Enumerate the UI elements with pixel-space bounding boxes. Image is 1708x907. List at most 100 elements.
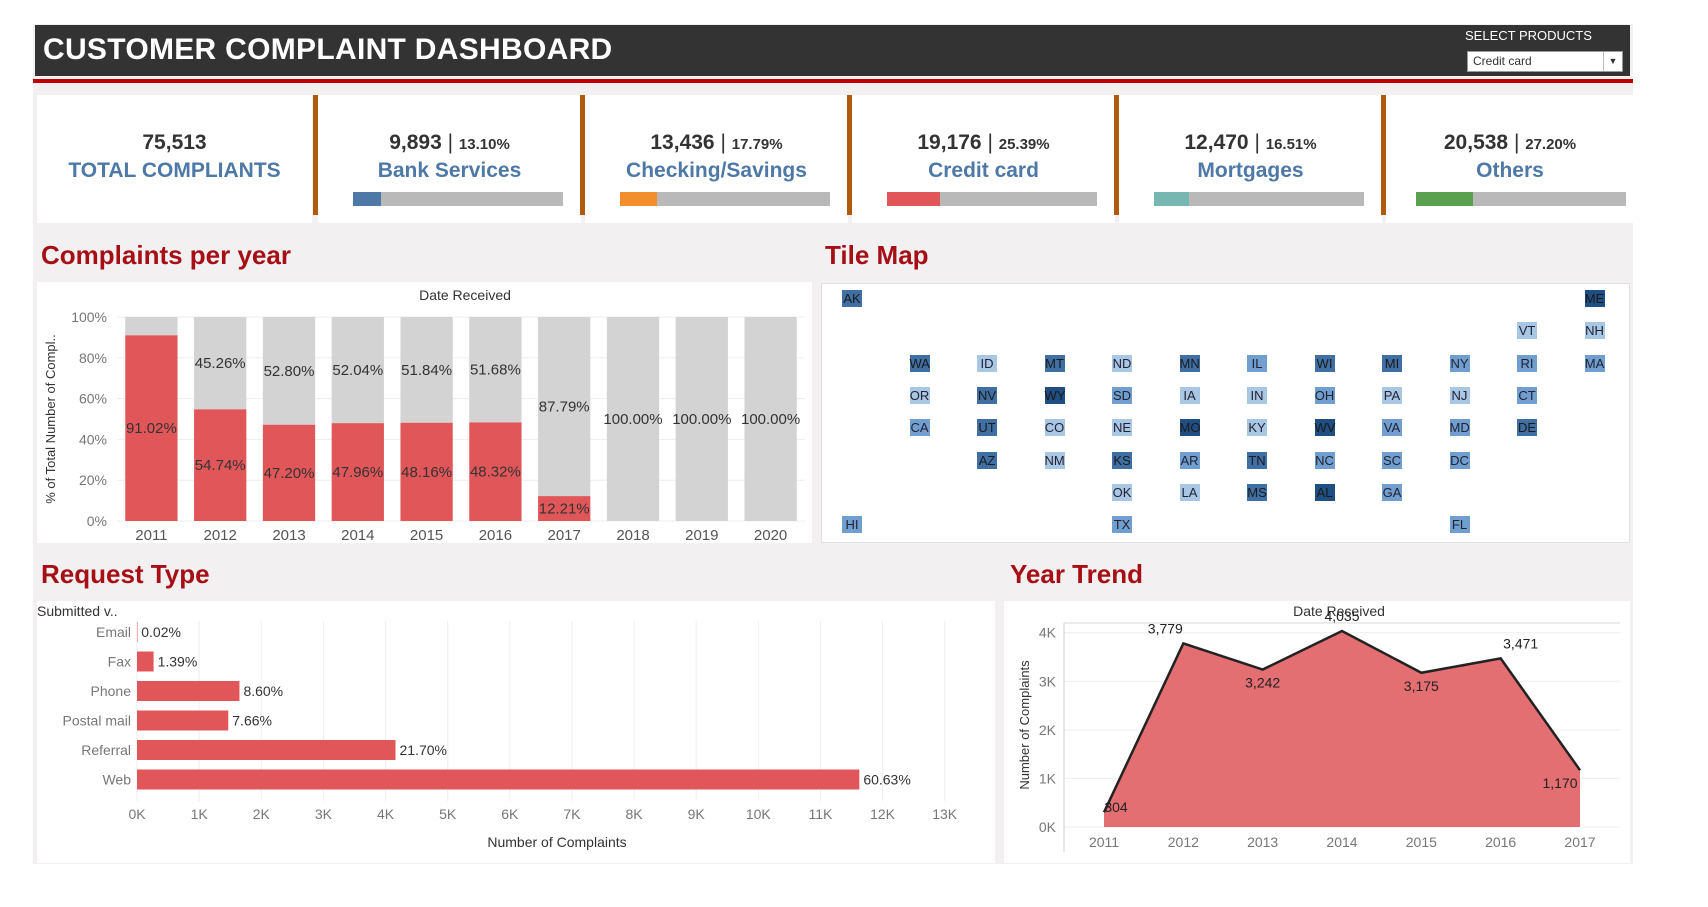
tile-ne[interactable]: NE (1112, 419, 1132, 437)
tile-id[interactable]: ID (977, 354, 997, 372)
tile-il[interactable]: IL (1247, 354, 1267, 372)
tile-ar[interactable]: AR (1179, 451, 1200, 469)
trend-line (1102, 629, 1582, 813)
tile-co[interactable]: CO (1044, 419, 1065, 437)
tile-ri[interactable]: RI (1517, 354, 1537, 372)
bar (137, 740, 396, 760)
tile-ks[interactable]: KS (1112, 451, 1132, 469)
kpi-total-value: 75,513 (142, 131, 207, 154)
x-axis-label: Number of Complaints (487, 834, 626, 850)
tile-tx[interactable]: TX (1112, 516, 1132, 534)
year-trend-title: Year Trend (1010, 559, 1143, 589)
tile-dc[interactable]: DC (1449, 451, 1470, 469)
tile-ms[interactable]: MS (1247, 483, 1267, 501)
data-label: 3,779 (1148, 620, 1183, 636)
complaints-per-year-chart: Date Received % of Total Number of Compl.… (43, 287, 805, 544)
tile-fl[interactable]: FL (1449, 516, 1470, 534)
tile-wi[interactable]: WI (1314, 354, 1335, 372)
tile-nc[interactable]: NC (1314, 451, 1335, 469)
x-tick-label: 2011 (1089, 834, 1119, 850)
bar-data-label: 52.80% (264, 363, 315, 380)
tile-nm[interactable]: NM (1044, 451, 1065, 469)
x-tick-label: 2018 (616, 527, 649, 543)
kpi-value: 9,893 (389, 131, 442, 154)
y-tick-label: 0K (1039, 819, 1057, 835)
request-type-panel: Submitted v.. 0K 1K 2K 3K 4K 5K 6K 7K 8K 9K 10K 11K 1… (37, 601, 995, 863)
kpi-share-fill (1154, 192, 1189, 206)
kpi-label: Bank Services (377, 159, 522, 182)
tile-la[interactable]: LA (1179, 483, 1200, 501)
tile-mi[interactable]: MI (1382, 354, 1402, 372)
tile-ia[interactable]: IA (1179, 386, 1200, 404)
tile-sd[interactable]: SD (1112, 386, 1132, 404)
tile-ga[interactable]: GA (1382, 483, 1402, 501)
tile-wv[interactable]: WV (1314, 419, 1336, 437)
tile-nh[interactable]: NH (1584, 322, 1605, 340)
product-select[interactable]: Credit card ▼ (1467, 51, 1623, 72)
tile-mt[interactable]: MT (1044, 354, 1065, 372)
bar (137, 681, 240, 701)
x-tick-label: 8K (625, 806, 643, 822)
x-tick-label: 9K (688, 806, 706, 822)
tile-va[interactable]: VA (1382, 419, 1402, 437)
tile-me[interactable]: ME (1584, 290, 1605, 307)
chevron-down-icon[interactable]: ▼ (1603, 52, 1622, 71)
tile-sc[interactable]: SC (1382, 451, 1402, 469)
y-tick-label: 80% (79, 350, 107, 366)
kpi-card-mortgages: 12,470 | 16.51% Mortgages (1119, 95, 1382, 223)
bar-segment-other (606, 317, 660, 521)
bar-data-label: 48.16% (401, 464, 452, 481)
tile-or[interactable]: OR (909, 386, 930, 404)
bar (137, 710, 229, 731)
tile-nd[interactable]: ND (1112, 354, 1132, 372)
kpi-share-bar (1416, 192, 1626, 206)
tile-ny[interactable]: NY (1449, 354, 1470, 372)
x-tick-label: 13K (932, 806, 958, 822)
chart-title: Date Received (419, 287, 511, 303)
x-tick-label: 6K (501, 806, 519, 822)
tile-md[interactable]: MD (1449, 419, 1470, 437)
tile-vt[interactable]: VT (1517, 322, 1537, 340)
kpi-share-bar (353, 192, 563, 206)
tile-ky[interactable]: KY (1247, 419, 1267, 437)
tile-az[interactable]: AZ (977, 451, 997, 469)
tile-pa[interactable]: PA (1382, 386, 1402, 404)
kpi-divider (580, 95, 585, 215)
bar-data-label: 87.79% (539, 399, 590, 416)
tile-ct[interactable]: CT (1517, 386, 1537, 404)
bar-segment-other (331, 317, 384, 424)
year-trend-panel: Date Received Number of Complaints 0K 1K 2K 3… (1004, 601, 1630, 863)
tile-mo[interactable]: MO (1179, 419, 1201, 437)
tile-mn[interactable]: MN (1179, 354, 1200, 372)
tile-nv[interactable]: NV (977, 386, 997, 404)
x-tick-label: 2020 (754, 527, 787, 543)
category-label: Web (102, 772, 131, 788)
tile-oh[interactable]: OH (1314, 386, 1335, 404)
category-label: Postal mail (63, 713, 131, 729)
tile-ok[interactable]: OK (1112, 483, 1132, 501)
x-tick-label: 12K (870, 806, 896, 822)
tile-wa[interactable]: WA (909, 354, 930, 372)
kpi-label: Credit card (928, 159, 1039, 182)
kpi-card-credit-card: 19,176 | 25.39% Credit card (852, 95, 1115, 223)
request-type-title: Request Type (41, 559, 210, 589)
tile-wy[interactable]: WY (1044, 386, 1066, 404)
tile-ak[interactable]: AK (842, 290, 862, 307)
tile-ut[interactable]: UT (977, 419, 997, 437)
bar-data-label: 21.70% (400, 742, 447, 758)
tile-hi[interactable]: HI (842, 516, 862, 534)
tile-ca[interactable]: CA (909, 419, 930, 437)
tile-nj[interactable]: NJ (1449, 386, 1470, 404)
bar-segment-other (400, 317, 453, 423)
tile-ma[interactable]: MA (1584, 354, 1605, 372)
kpi-share-bar (887, 192, 1097, 206)
bar-segment-other (744, 317, 797, 521)
x-tick-label: 11K (808, 806, 833, 822)
tile-in[interactable]: IN (1247, 386, 1267, 404)
x-tick-label: 2015 (1406, 834, 1437, 850)
kpi-value: 12,470 (1184, 131, 1249, 154)
tile-al[interactable]: AL (1314, 483, 1335, 501)
tile-tn[interactable]: TN (1247, 451, 1267, 469)
kpi-label: Checking/Savings (626, 159, 807, 182)
tile-de[interactable]: DE (1517, 419, 1537, 437)
